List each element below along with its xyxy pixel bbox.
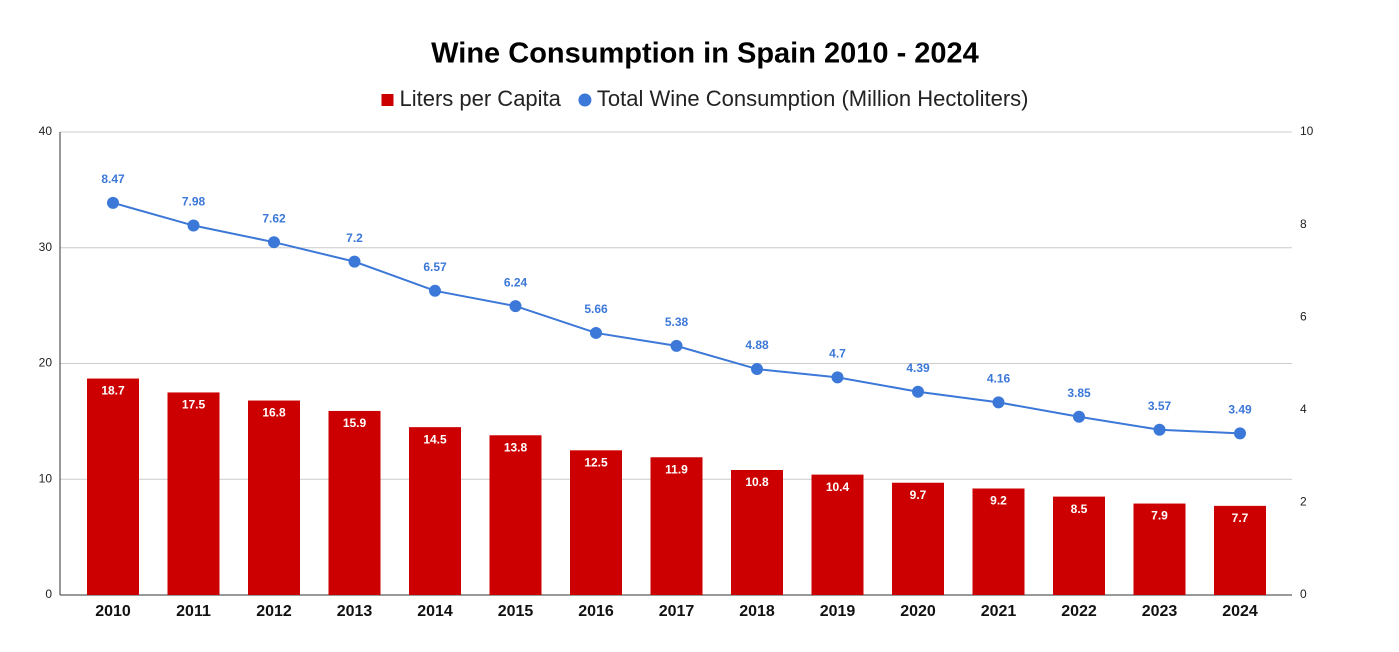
bar [650, 457, 703, 595]
line-point [509, 300, 522, 313]
bar-value-label: 12.5 [584, 455, 608, 469]
bar [811, 474, 864, 595]
bar-value-label: 10.4 [826, 480, 850, 494]
line-value-label: 3.49 [1228, 403, 1252, 417]
chart-title: Wine Consumption in Spain 2010 - 2024 [431, 38, 979, 70]
x-tick-label: 2013 [337, 603, 373, 620]
line-value-label: 4.16 [987, 372, 1011, 386]
line-value-label: 4.39 [906, 361, 930, 375]
bar-value-label: 7.7 [1232, 511, 1249, 525]
bar-value-label: 16.8 [262, 406, 286, 420]
line-value-label: 3.85 [1067, 386, 1091, 400]
line-point [912, 385, 924, 398]
line-point [751, 363, 763, 376]
bar [328, 410, 381, 595]
line-value-label: 7.98 [182, 195, 206, 209]
legend-swatch [381, 94, 394, 106]
y2-tick-label: 0 [1300, 587, 1307, 601]
bar [248, 400, 300, 595]
line-point [670, 339, 683, 352]
y-tick-label: 0 [45, 587, 52, 601]
x-tick-label: 2010 [95, 603, 131, 620]
line-point [187, 219, 200, 232]
line-point [1234, 427, 1246, 440]
legend-label: Liters per Capita [399, 86, 561, 111]
bar [409, 427, 461, 595]
line-point [107, 196, 119, 209]
bar [167, 392, 220, 595]
bar [1053, 496, 1105, 595]
x-tick-label: 2011 [176, 603, 211, 620]
bar-value-label: 11.9 [665, 462, 688, 476]
line-value-label: 6.57 [423, 260, 447, 274]
y-tick-label: 20 [39, 356, 53, 370]
x-tick-label: 2017 [659, 603, 695, 620]
x-tick-label: 2022 [1061, 603, 1097, 620]
legend-swatch [578, 93, 592, 107]
bar-value-label: 17.5 [182, 398, 206, 412]
line-point [590, 326, 602, 339]
bar [570, 450, 622, 595]
bar [731, 469, 783, 595]
bar-value-label: 9.7 [910, 488, 927, 502]
line-value-label: 3.57 [1148, 399, 1172, 413]
bar-value-label: 13.8 [504, 440, 528, 454]
line-value-label: 8.47 [101, 172, 125, 186]
y2-tick-label: 10 [1300, 124, 1314, 138]
bar [87, 378, 139, 595]
y-tick-label: 30 [39, 240, 53, 254]
x-tick-label: 2021 [981, 603, 1017, 620]
bar-value-label: 8.5 [1071, 502, 1088, 516]
line-value-label: 6.24 [504, 275, 528, 289]
line-point [831, 371, 844, 384]
x-tick-label: 2023 [1142, 603, 1178, 620]
bar [1133, 503, 1186, 595]
line-point [1153, 423, 1166, 436]
bar [489, 435, 542, 595]
line-value-label: 4.7 [829, 347, 846, 361]
x-tick-label: 2024 [1222, 603, 1258, 620]
line-point [1073, 410, 1085, 423]
y2-tick-label: 8 [1300, 217, 1307, 231]
y2-tick-label: 2 [1300, 495, 1307, 509]
line-point [429, 284, 441, 297]
bar-value-label: 9.2 [990, 494, 1007, 508]
line-value-label: 7.2 [346, 231, 363, 245]
x-tick-label: 2018 [739, 603, 775, 620]
bar-value-label: 15.9 [343, 416, 367, 430]
bar [1214, 505, 1266, 595]
line-value-label: 4.88 [745, 338, 769, 352]
x-tick-label: 2020 [900, 603, 936, 620]
bar [972, 488, 1025, 595]
legend-label: Total Wine Consumption (Million Hectolit… [597, 86, 1029, 111]
bar-value-label: 14.5 [423, 432, 447, 446]
y2-tick-label: 6 [1300, 309, 1307, 323]
bar-value-label: 7.9 [1151, 509, 1168, 523]
bar-value-label: 18.7 [101, 384, 125, 398]
x-tick-label: 2016 [578, 603, 614, 620]
y-tick-label: 10 [39, 471, 53, 485]
y-tick-label: 40 [39, 124, 53, 138]
x-tick-label: 2015 [498, 603, 534, 620]
bar-value-label: 10.8 [745, 475, 769, 489]
bar [892, 482, 944, 595]
line-point [268, 236, 280, 249]
line-point [992, 396, 1005, 409]
y2-tick-label: 4 [1300, 402, 1307, 416]
x-tick-label: 2019 [820, 603, 856, 620]
x-tick-label: 2012 [256, 603, 292, 620]
x-tick-label: 2014 [417, 603, 453, 620]
line-point [348, 255, 361, 268]
line-value-label: 5.66 [584, 302, 608, 316]
line-value-label: 5.38 [665, 315, 689, 329]
line-value-label: 7.62 [262, 211, 286, 225]
